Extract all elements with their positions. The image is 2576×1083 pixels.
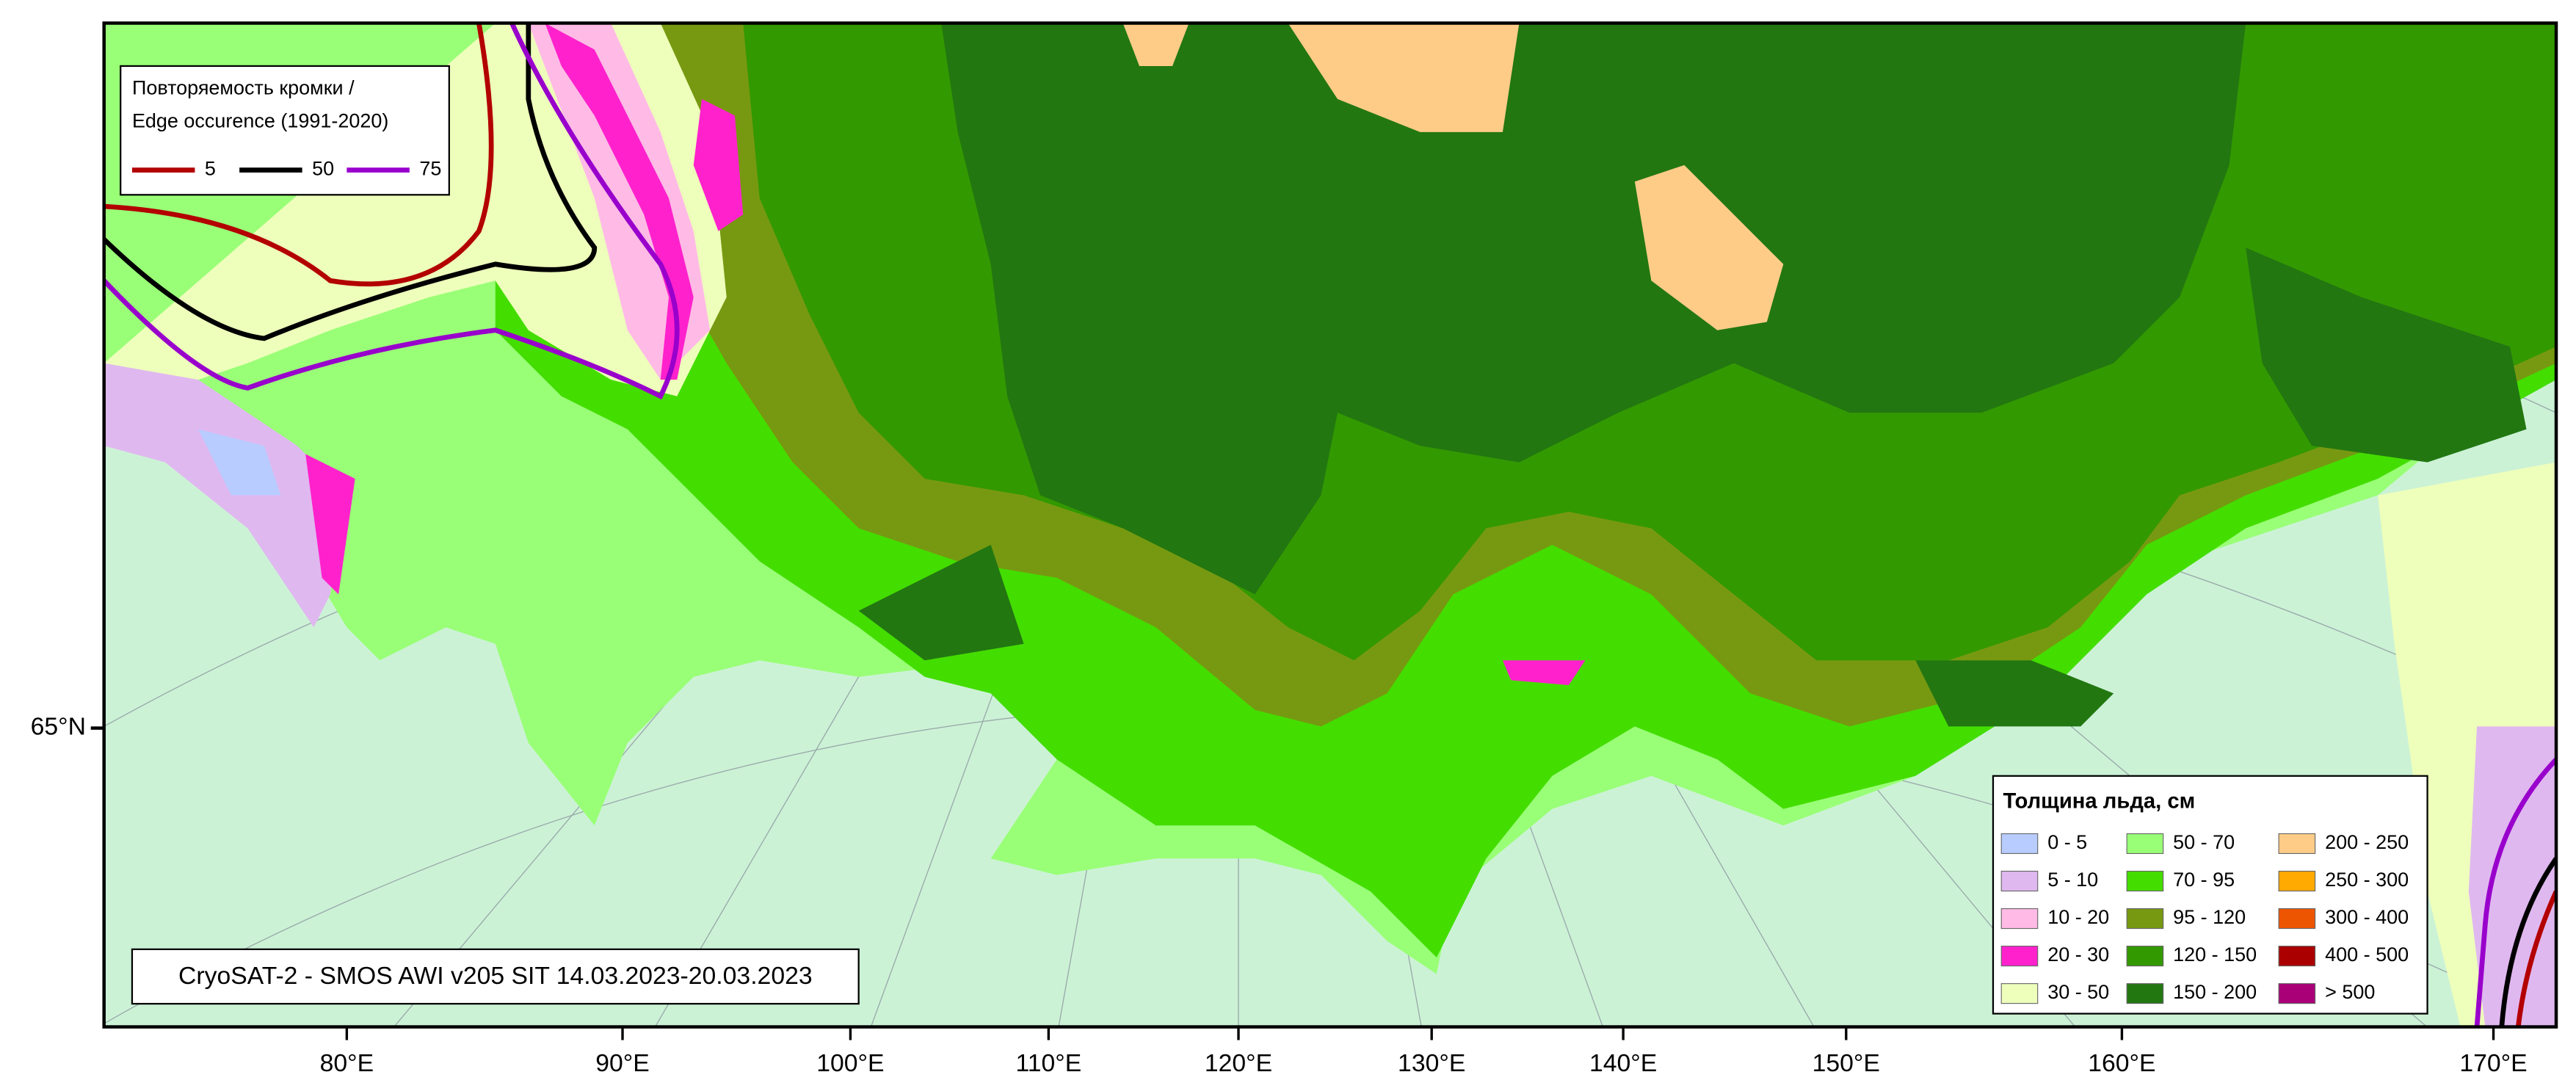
edge-legend-label: 5: [205, 158, 216, 180]
map-body: [104, 23, 2557, 1027]
lon-label: 90°E: [595, 1049, 649, 1077]
map-frame: [102, 21, 2558, 1029]
edge-lines: [104, 23, 2557, 1027]
ice-10-20: [528, 23, 711, 380]
ice-150-200: [941, 23, 2246, 595]
thickness-legend-swatch: [2126, 870, 2164, 892]
thickness-legend-swatch: [2126, 983, 2164, 1004]
thickness-legend-swatch: [2000, 870, 2039, 892]
lon-label: 130°E: [1398, 1049, 1465, 1077]
edge-legend-title: Edge occurence (1991-2020): [132, 110, 388, 132]
lon-labels: 80°E 90°E 100°E 110°E 120°E 130°E 140°E 150°E 16…: [320, 1026, 2528, 1077]
caption-box: [131, 948, 860, 1005]
lon-label: 120°E: [1205, 1049, 1272, 1077]
thickness-legend-label: 50 - 70: [2173, 831, 2235, 853]
edge-legend-label: 50: [312, 158, 334, 180]
thickness-legend-label: 20 - 30: [2047, 943, 2109, 966]
thickness-legend-swatch: [2000, 946, 2039, 967]
lat-label: 65°N: [31, 712, 86, 740]
thickness-legend-label: 0 - 5: [2047, 831, 2087, 853]
lon-label: 150°E: [1813, 1049, 1880, 1077]
thickness-legend-swatch: [2278, 946, 2316, 967]
thickness-legend-swatch: [2278, 908, 2316, 930]
lon-label: 140°E: [1589, 1049, 1657, 1077]
thickness-legend-swatch: [2278, 870, 2316, 892]
lon-label: 160°E: [2088, 1049, 2155, 1077]
caption: CryoSAT-2 - SMOS AWI v205 SIT 14.03.2023…: [178, 962, 813, 990]
edge-legend-title: Повторяемость кромки /: [132, 77, 355, 99]
lon-label: 100°E: [816, 1049, 884, 1077]
thickness-legend-swatch: [2126, 946, 2164, 967]
thickness-legend-items: 0 - 5 5 - 10 10 - 20 20 - 30 30 - 50 50 - 70 7…: [2000, 831, 2409, 1004]
thickness-legend-label: 250 - 300: [2325, 869, 2409, 891]
thickness-legend-label: 400 - 500: [2325, 943, 2409, 966]
thickness-legend-swatch: [2000, 983, 2039, 1004]
edge-legend-label: 75: [419, 158, 441, 180]
thickness-legend-label: 95 - 120: [2173, 906, 2246, 928]
lon-label: 110°E: [1015, 1049, 1081, 1077]
thickness-legend-label: 10 - 20: [2047, 906, 2109, 928]
thickness-legend-label: 300 - 400: [2325, 906, 2409, 928]
lon-label: 170°E: [2459, 1049, 2527, 1077]
thickness-legend-swatch: [2126, 908, 2164, 930]
lon-label: 80°E: [320, 1049, 374, 1077]
thickness-legend-label: 150 - 200: [2173, 981, 2257, 1003]
ice-200-250: [1122, 23, 1784, 330]
thickness-legend-label: 30 - 50: [2047, 981, 2109, 1003]
edge-legend-box: [120, 65, 450, 196]
thickness-legend-label: 70 - 95: [2173, 869, 2235, 891]
thickness-legend-swatch: [2278, 833, 2316, 855]
thickness-legend-label: > 500: [2325, 981, 2375, 1003]
thickness-legend-swatch: [2000, 908, 2039, 930]
thickness-legend-swatch: [2278, 983, 2316, 1004]
edge-legend-items: 5 50 75: [131, 158, 441, 180]
thickness-legend-swatch: [2126, 833, 2164, 855]
ice-0-5: [197, 429, 281, 496]
thickness-legend-swatch: [2000, 833, 2039, 855]
thickness-legend-box: [1992, 775, 2428, 1015]
thickness-legend-title: Толщина льда, см: [2003, 789, 2195, 813]
ice-5-10: [104, 363, 347, 628]
thickness-legend-label: 5 - 10: [2047, 869, 2098, 891]
thickness-legend-label: 120 - 150: [2173, 943, 2257, 966]
thickness-legend-label: 200 - 250: [2325, 831, 2409, 853]
